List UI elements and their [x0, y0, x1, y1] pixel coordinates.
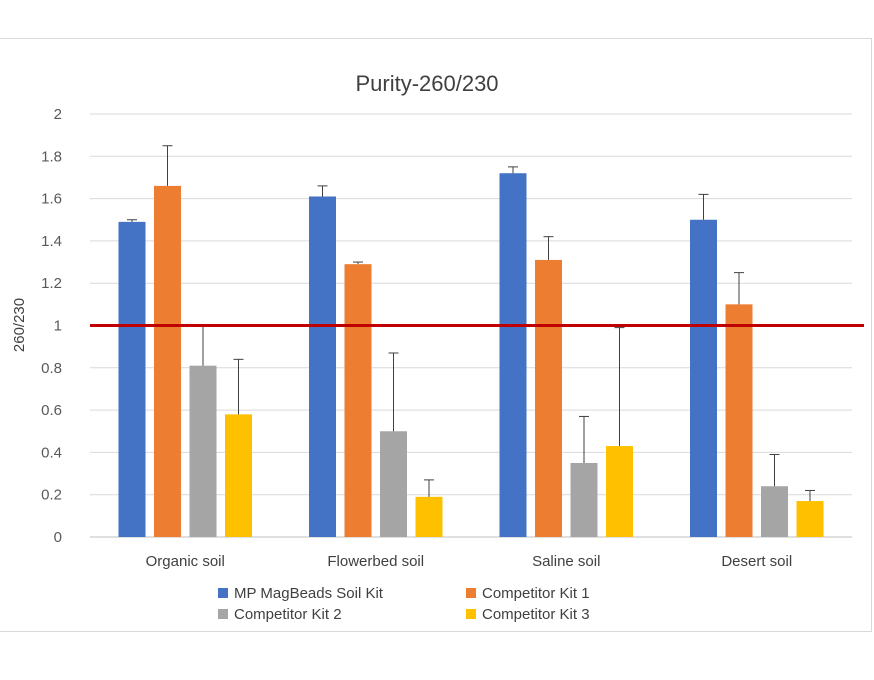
category-labels: Organic soil Flowerbed soil Saline soil Des… [146, 553, 793, 570]
bar-1 [499, 173, 527, 537]
bar-4 [606, 446, 633, 537]
bar-1 [309, 196, 336, 538]
bar-2 [535, 259, 562, 537]
legend-label: Competitor Kit 2 [234, 606, 342, 623]
bar-3 [189, 365, 217, 537]
bar-2 [725, 304, 753, 537]
y-tick-label: 0.8 [41, 360, 62, 377]
bar-1 [690, 219, 717, 537]
legend-swatch [466, 609, 476, 619]
bar-1 [118, 221, 146, 538]
bar-2 [344, 264, 372, 537]
legend-swatch [218, 588, 228, 598]
chart-frame [0, 38, 872, 632]
legend-swatch [218, 609, 228, 619]
y-tick-label: 0.2 [41, 487, 62, 504]
bar-3 [570, 462, 598, 537]
legend-label: Competitor Kit 1 [482, 585, 590, 602]
bar-3 [761, 486, 788, 537]
legend-label: MP MagBeads Soil Kit [234, 585, 384, 602]
bar-2 [154, 185, 181, 537]
category-label: Desert soil [721, 553, 792, 570]
y-tick-label: 0 [54, 529, 62, 546]
y-tick-label: 1.6 [41, 191, 62, 208]
category-label: Flowerbed soil [327, 553, 424, 570]
legend-swatch [466, 588, 476, 598]
y-tick-label: 1.8 [41, 148, 62, 165]
bar-3 [380, 431, 407, 537]
legend: MP MagBeads Soil Kit Competitor Kit 1 Comp… [218, 585, 590, 623]
y-tick-labels: 0 0.2 0.4 0.6 0.8 1 1.2 1.4 1.6 1.8 2 [41, 106, 62, 546]
error-bars [127, 145, 815, 502]
category-label: Organic soil [146, 553, 225, 570]
legend-label: Competitor Kit 3 [482, 606, 590, 623]
chart-title: Purity-260/230 [355, 71, 498, 96]
bar-4 [415, 496, 443, 537]
y-tick-label: 1.2 [41, 275, 62, 292]
y-tick-label: 0.4 [41, 444, 62, 461]
bar-4 [225, 414, 252, 537]
y-tick-label: 1 [54, 318, 62, 335]
y-tick-label: 0.6 [41, 402, 62, 419]
gridlines [90, 113, 852, 538]
category-label: Saline soil [532, 553, 600, 570]
bars [118, 173, 824, 538]
y-tick-label: 1.4 [41, 233, 62, 250]
y-axis-label: 260/230 [11, 298, 28, 352]
y-tick-label: 2 [54, 106, 62, 123]
bar-4 [796, 501, 824, 537]
